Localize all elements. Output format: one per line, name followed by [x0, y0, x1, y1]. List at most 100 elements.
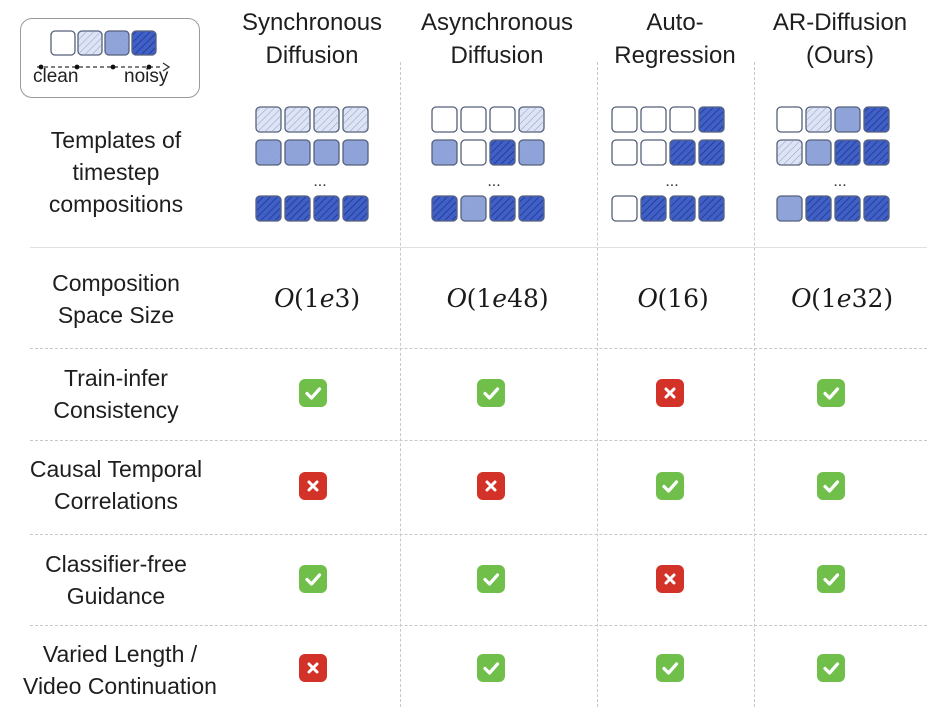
timestep-square: [284, 139, 311, 166]
timestep-square: [805, 139, 832, 166]
check-icon: [817, 654, 845, 682]
check-icon: [656, 472, 684, 500]
row-divider: [30, 247, 927, 248]
space-size-text: (1: [294, 284, 320, 313]
row-label-cfg: Classifier-free Guidance: [0, 548, 232, 612]
space-size-ar-diffusion: O(1e32): [762, 283, 922, 315]
check-icon: [817, 565, 845, 593]
space-size-text: (1: [466, 284, 493, 313]
ellipsis: ...: [487, 173, 500, 190]
check-icon: [477, 379, 505, 407]
timestep-square: [863, 106, 890, 133]
header-asynchronous-diffusion: Asynchronous Diffusion: [402, 6, 592, 72]
header-ar-diffusion: AR-Diffusion (Ours): [755, 6, 925, 72]
space-size-exp: e: [836, 284, 852, 313]
row-label-line: Varied Length /: [42, 641, 198, 667]
timestep-square: [776, 139, 803, 166]
header-line: Auto-: [646, 9, 704, 36]
space-size-text: (1: [811, 284, 837, 313]
timestep-square: [640, 106, 667, 133]
timestep-square: [342, 139, 369, 166]
timestep-square: [460, 139, 487, 166]
legend-noisy-label: noisy: [124, 66, 169, 87]
header-line: Regression: [614, 42, 736, 69]
timestep-square: [518, 139, 545, 166]
row-label-composition-space: Composition Space Size: [0, 267, 232, 331]
timestep-square: [489, 195, 516, 222]
timestep-square: [669, 106, 696, 133]
check-icon: [817, 472, 845, 500]
row-label-line: Causal Temporal: [29, 456, 203, 482]
row-divider: [30, 625, 927, 626]
legend-square: [77, 30, 103, 56]
timestep-square: [342, 195, 369, 222]
legend-dot: [110, 64, 116, 70]
ellipsis: ...: [665, 173, 678, 190]
column-divider: [754, 62, 755, 707]
row-divider: [30, 534, 927, 535]
row-label-line: Composition: [52, 270, 180, 296]
timestep-square: [460, 195, 487, 222]
space-size-text: 3): [334, 284, 361, 313]
row-label-varied-length: Varied Length / Video Continuation: [0, 638, 240, 702]
header-line: AR-Diffusion: [772, 9, 908, 36]
timestep-square: [805, 195, 832, 222]
timestep-square: [611, 139, 638, 166]
timestep-square: [640, 195, 667, 222]
row-divider: [30, 440, 927, 441]
timestep-square: [863, 139, 890, 166]
check-icon: [477, 654, 505, 682]
row-label-line: Consistency: [53, 397, 179, 423]
cross-icon: [299, 654, 327, 682]
check-icon: [299, 565, 327, 593]
header-auto-regression: Auto- Regression: [595, 6, 755, 72]
header-line: Synchronous: [241, 9, 383, 36]
header-line: (Ours): [806, 42, 874, 69]
row-divider: [30, 348, 927, 349]
timestep-square: [518, 195, 545, 222]
timestep-square: [518, 106, 545, 133]
timestep-square: [698, 106, 725, 133]
space-size-text: 48): [507, 284, 549, 313]
space-size-synchronous: O(1e3): [242, 283, 392, 315]
timestep-square: [698, 195, 725, 222]
timestep-square: [834, 106, 861, 133]
row-label-causal: Causal Temporal Correlations: [0, 453, 232, 517]
timestep-square: [431, 195, 458, 222]
timestep-square: [489, 106, 516, 133]
row-label-train-infer: Train-infer Consistency: [0, 362, 232, 426]
cross-icon: [477, 472, 505, 500]
timestep-square: [698, 139, 725, 166]
check-icon: [299, 379, 327, 407]
row-label-line: compositions: [48, 191, 184, 217]
timestep-square: [313, 195, 340, 222]
timestep-square: [776, 195, 803, 222]
timestep-square: [431, 139, 458, 166]
space-size-exp: e: [492, 284, 508, 313]
timestep-square: [611, 195, 638, 222]
header-line: Asynchronous: [420, 9, 574, 36]
row-label-line: Templates of: [50, 127, 182, 153]
legend-square: [50, 30, 76, 56]
legend-dot: [38, 64, 44, 70]
space-size-text: 32): [851, 284, 894, 313]
timestep-square: [342, 106, 369, 133]
timestep-square: [255, 139, 282, 166]
check-icon: [817, 379, 845, 407]
cross-icon: [656, 565, 684, 593]
big-o-symbol: O: [637, 283, 658, 314]
check-icon: [477, 565, 505, 593]
row-label-line: Classifier-free: [45, 551, 187, 577]
row-label-line: Train-infer: [64, 365, 168, 391]
legend-clean-label: clean: [33, 66, 79, 87]
timestep-square: [776, 106, 803, 133]
header-line: Diffusion: [450, 42, 544, 69]
timestep-square: [284, 195, 311, 222]
check-icon: [656, 654, 684, 682]
big-o-symbol: O: [273, 283, 295, 314]
timestep-square: [460, 106, 487, 133]
header-line: Diffusion: [265, 42, 359, 69]
space-size-exp: e: [319, 284, 335, 313]
